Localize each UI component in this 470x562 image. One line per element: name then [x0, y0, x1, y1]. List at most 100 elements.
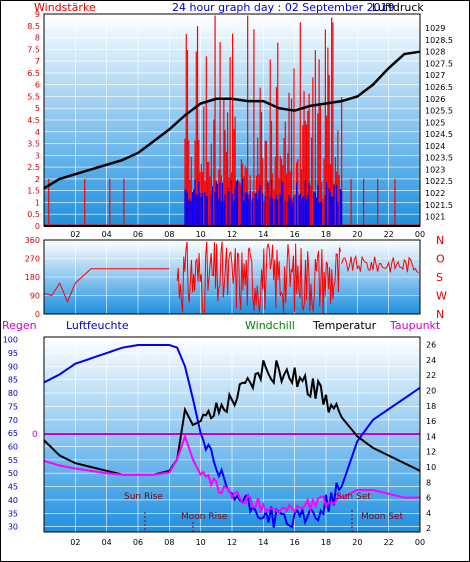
hour-tick-label: 02: [70, 230, 80, 239]
wind-tick-label: 7: [35, 57, 40, 66]
humidity-tick-label: 100: [3, 336, 18, 345]
humidity-tick-label: 40: [8, 496, 18, 505]
right-header-label: Luftdruck: [372, 1, 424, 14]
compass-label: W: [436, 290, 447, 303]
hour-tick-label: 00: [415, 538, 425, 547]
pressure-tick-label: 1026.5: [425, 83, 453, 92]
temperature-tick-label: 26: [426, 341, 436, 350]
pressure-tick-label: 1027.5: [425, 59, 453, 68]
hour-tick-label: 16: [290, 230, 300, 239]
temperature-tick-label: 18: [426, 402, 436, 411]
humidity-tick-label: 60: [8, 443, 18, 452]
legend-taupunkt: Taupunkt: [389, 319, 441, 332]
hour-tick-label: 22: [384, 230, 394, 239]
pressure-tick-label: 1022.5: [425, 177, 453, 186]
temperature-line: [43, 360, 421, 476]
moon-set-label: Moon Set: [361, 512, 404, 522]
direction-tick-label: 180: [25, 273, 40, 282]
humidity-tick-label: 45: [8, 483, 18, 492]
temperature-tick-label: 20: [426, 387, 436, 396]
humidity-tick-label: 85: [8, 376, 18, 385]
hour-tick-label: 06: [133, 230, 143, 239]
wind-tick-label: 4.5: [27, 116, 40, 125]
pressure-tick-label: 1028.5: [425, 36, 453, 45]
hour-tick-label: 10: [196, 538, 206, 547]
hour-tick-label: 16: [290, 538, 300, 547]
temperature-tick-label: 2: [426, 524, 431, 533]
wind-tick-label: 1.5: [27, 187, 40, 196]
hour-tick-label: 10: [196, 230, 206, 239]
wind-tick-label: 0.5: [27, 210, 40, 219]
wind-tick-label: 5.5: [27, 92, 40, 101]
pressure-tick-label: 1026: [425, 95, 445, 104]
temperature-tick-label: 16: [426, 417, 436, 426]
pressure-tick-label: 1023: [425, 165, 445, 174]
hour-tick-label: 14: [258, 538, 268, 547]
hour-tick-label: 12: [227, 230, 237, 239]
pressure-tick-label: 1024: [425, 142, 445, 151]
humidity-tick-label: 55: [8, 456, 18, 465]
humidity-tick-label: 90: [8, 362, 18, 371]
temperature-tick-label: 22: [426, 371, 436, 380]
dewpoint-line: [43, 433, 420, 515]
hour-tick-label: 20: [352, 230, 362, 239]
temperature-tick-label: 14: [426, 432, 436, 441]
hour-tick-label: 04: [102, 230, 112, 239]
humidity-tick-label: 75: [8, 402, 18, 411]
legend-windchill: Windchill: [245, 319, 295, 332]
humidity-tick-label: 35: [8, 509, 18, 518]
wind-tick-label: 6.5: [27, 69, 40, 78]
sun-set-label: Sun Set: [336, 492, 371, 502]
pressure-tick-label: 1028: [425, 48, 445, 57]
direction-line: [341, 254, 419, 274]
hour-tick-label: 06: [133, 538, 143, 547]
hour-tick-label: 14: [258, 230, 268, 239]
direction-tick-label: 360: [25, 236, 40, 245]
hour-tick-label: 08: [164, 230, 174, 239]
direction-tick-label: 270: [25, 255, 40, 264]
compass-label: O: [436, 253, 445, 266]
pressure-tick-label: 1023.5: [425, 154, 453, 163]
pressure-tick-label: 1025.5: [425, 107, 453, 116]
temperature-tick-label: 24: [426, 356, 436, 365]
compass-label: N: [436, 234, 444, 247]
temperature-tick-label: 12: [426, 448, 436, 457]
direction-tick-label: 90: [30, 292, 40, 301]
legend-temperatur: Temperatur: [312, 319, 377, 332]
left-header-label: Windstärke: [34, 1, 96, 14]
moon-rise-label: Moon Rise: [181, 512, 228, 522]
wind-tick-label: 4: [35, 128, 40, 137]
humidity-tick-label: 95: [8, 349, 18, 358]
wind-tick-label: 0: [35, 222, 40, 231]
pressure-tick-label: 1027: [425, 71, 445, 80]
compass-label: N: [436, 308, 444, 321]
wind-tick-label: 3: [35, 151, 40, 160]
pressure-tick-label: 1021: [425, 213, 445, 222]
hour-tick-label: 02: [70, 538, 80, 547]
pressure-tick-label: 1025: [425, 118, 445, 127]
wind-tick-label: 8.5: [27, 22, 40, 31]
wind-tick-label: 5: [35, 104, 40, 113]
wind-tick-label: 2: [35, 175, 40, 184]
wind-tick-label: 1: [35, 198, 40, 207]
hour-tick-label: 08: [164, 538, 174, 547]
sun-rise-label: Sun Rise: [124, 492, 163, 502]
legend-regen: Regen: [2, 319, 37, 332]
pressure-tick-label: 1021.5: [425, 201, 453, 210]
rain-zero-label: 0: [32, 430, 38, 440]
page-title: 24 hour graph day : 02 September 2019: [172, 1, 395, 14]
wind-pressure-panel: 0 0.5 1 1.5 2 2.5 3 3.5 4 4.5 5 5.5 6 6.5 7 7.5 8 8.5 9 10…: [27, 10, 453, 231]
humidity-tick-label: 30: [8, 523, 18, 532]
temperature-tick-label: 10: [426, 463, 436, 472]
wind-tick-label: 3.5: [27, 140, 40, 149]
hour-tick-label: 18: [321, 230, 331, 239]
humidity-tick-label: 50: [8, 469, 18, 478]
legend-luftfeuchte: Luftfeuchte: [66, 319, 129, 332]
pressure-tick-label: 1029: [425, 24, 445, 33]
pressure-tick-label: 1024.5: [425, 130, 453, 139]
hour-tick-label: 18: [321, 538, 331, 547]
